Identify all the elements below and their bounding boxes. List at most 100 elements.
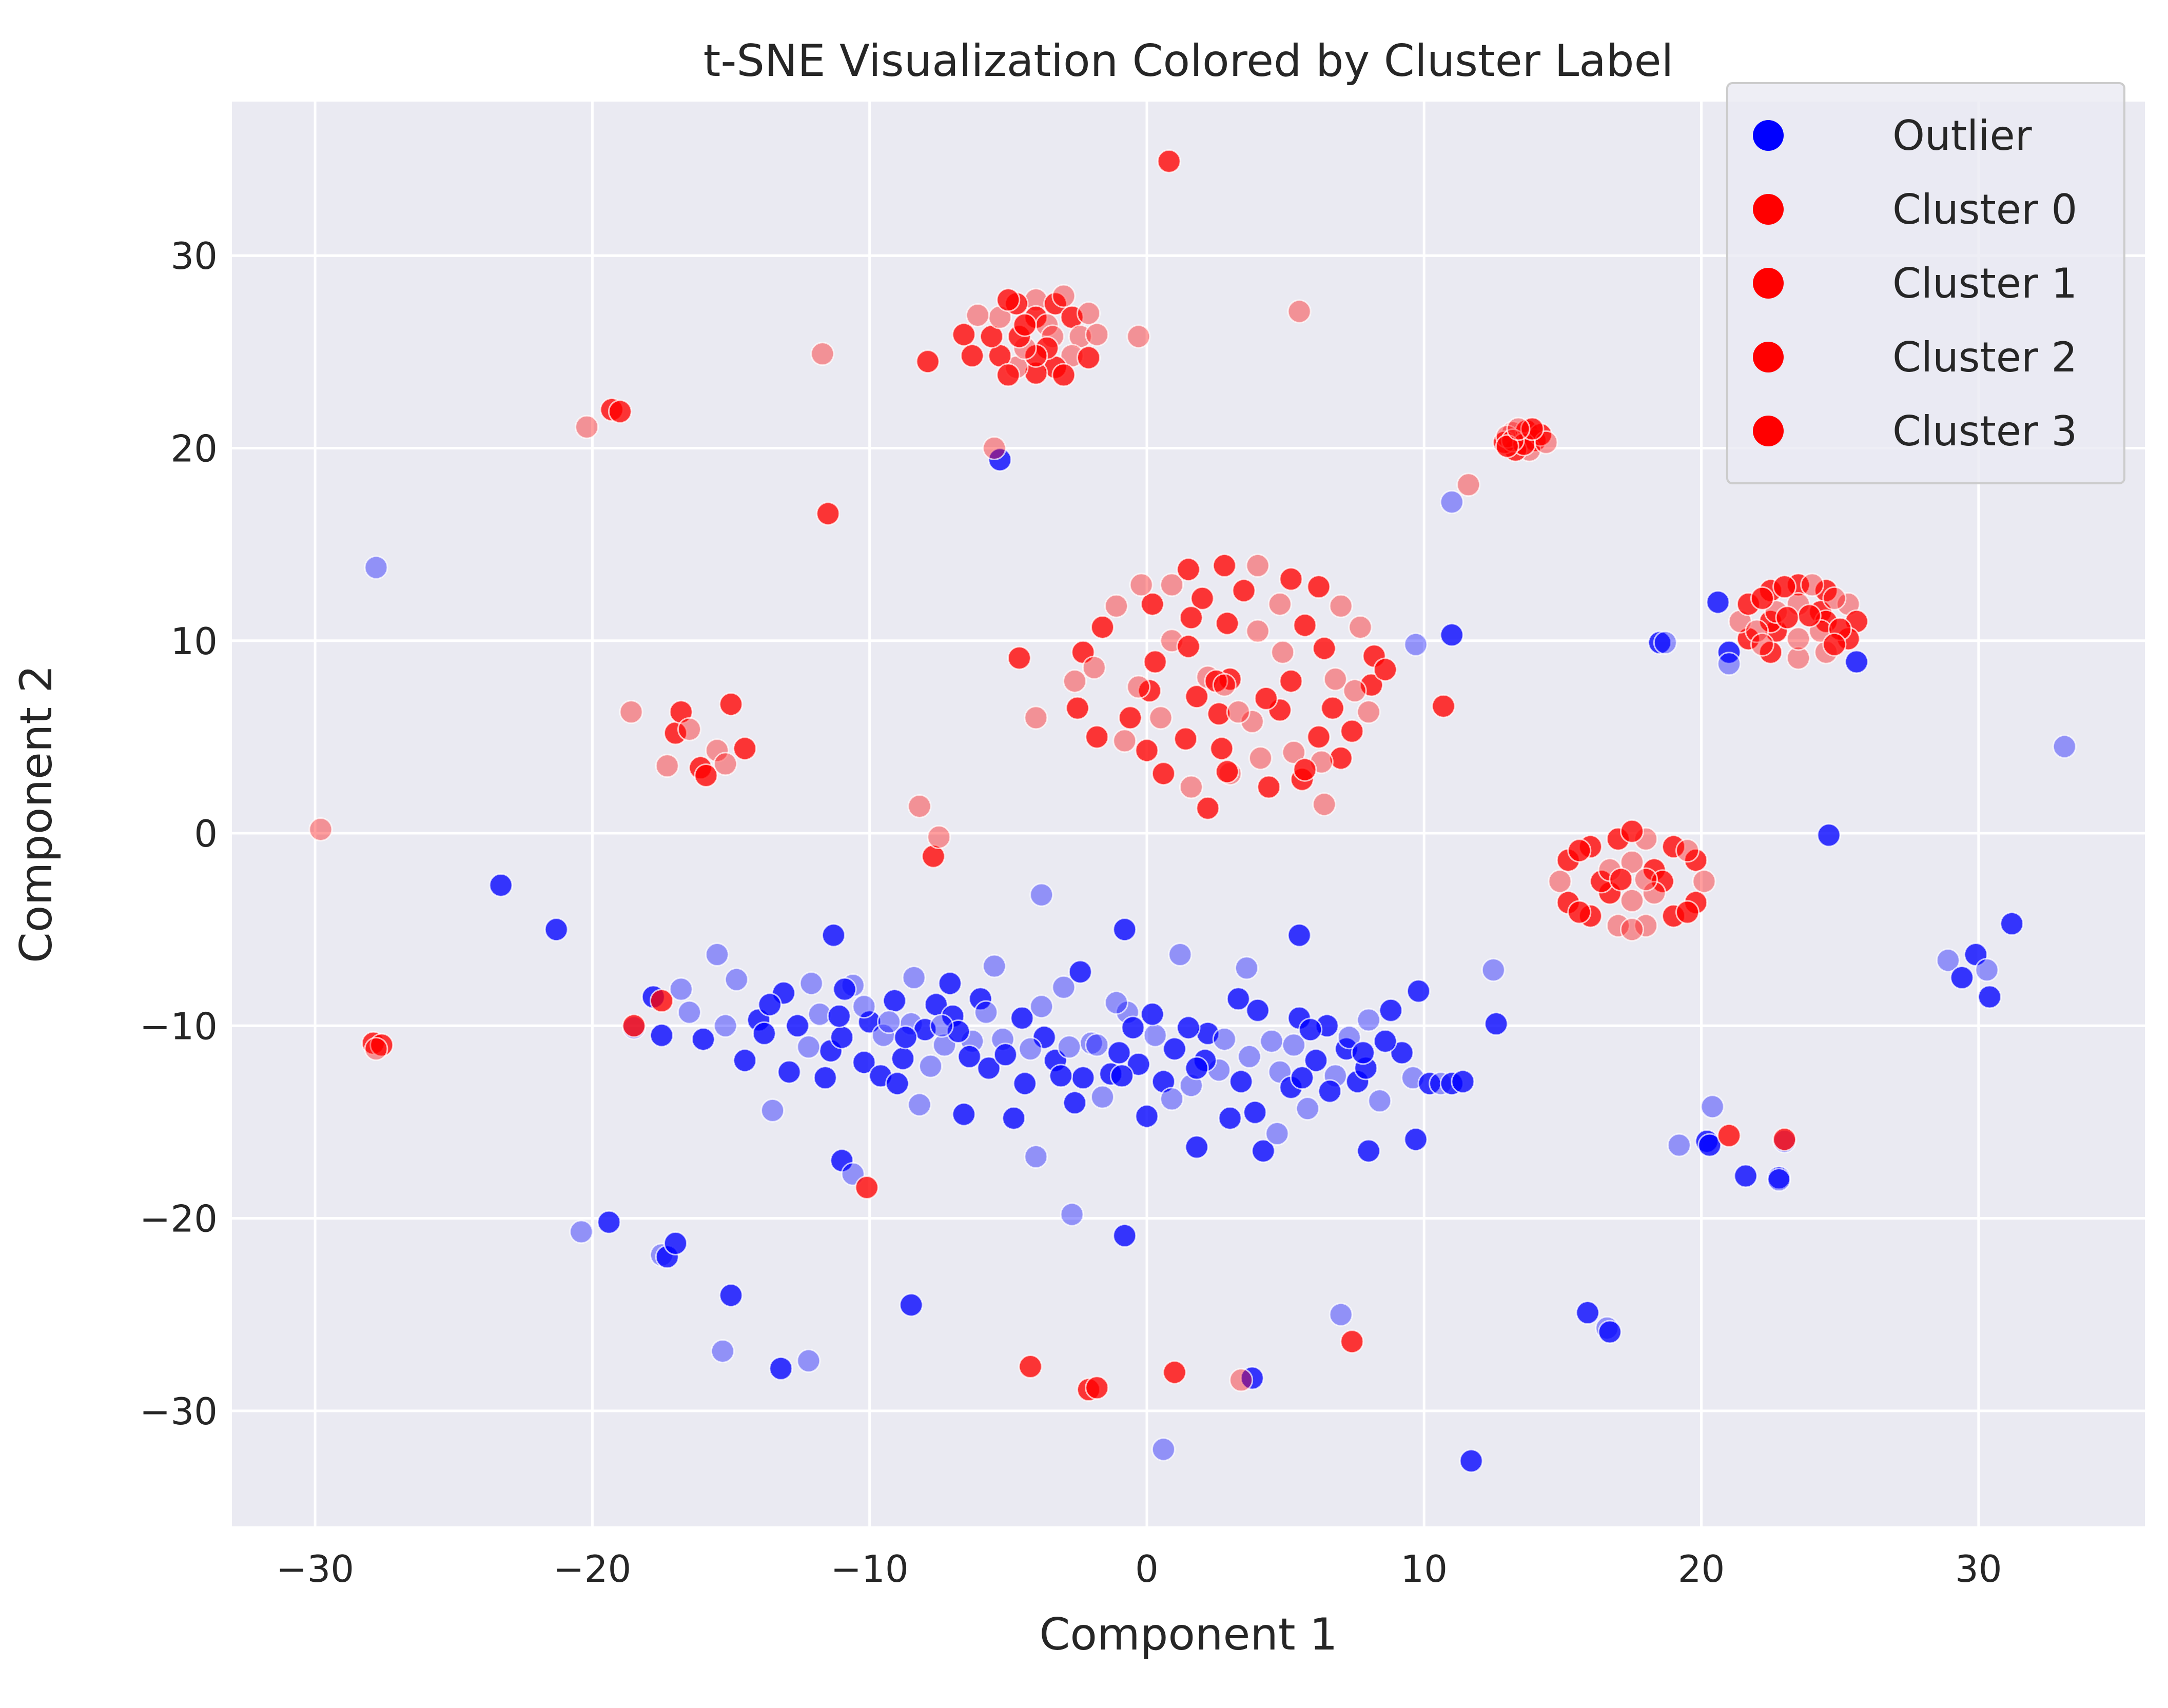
data-point [1085,724,1109,749]
data-point [1351,1040,1375,1065]
data-point [733,1048,757,1073]
data-point [1318,1079,1342,1104]
data-point [1822,632,1847,657]
data-point [1179,775,1203,799]
data-point [1121,1015,1145,1040]
legend-marker [1753,268,1784,299]
data-point [1619,819,1644,843]
data-point [1484,1012,1509,1036]
data-point [1234,956,1259,980]
data-point [1151,761,1176,786]
data-point [1312,792,1337,817]
data-point [1206,701,1231,726]
data-point [960,343,985,368]
data-point [1619,888,1644,913]
data-point [1229,1069,1254,1094]
legend-entry: Outlier [1892,112,2032,160]
data-point [854,1175,879,1200]
data-point [1104,594,1129,618]
data-point [1018,1036,1043,1061]
data-point [1378,998,1403,1023]
legend-marker [1753,120,1784,151]
data-point [1293,757,1317,782]
data-point [796,1348,821,1373]
data-point [1071,1066,1096,1090]
data-point [1257,775,1281,799]
data-point [1012,1071,1037,1096]
data-point [724,967,749,992]
data-point [1259,1029,1284,1053]
data-point [1287,923,1312,948]
data-point [1090,1085,1115,1109]
data-point [1717,1123,1742,1148]
data-point [1129,573,1154,597]
data-point [915,349,940,374]
data-point [1126,675,1151,699]
data-point [1329,594,1353,618]
data-point [1168,942,1193,967]
data-point [1342,678,1367,703]
data-point [1143,1023,1167,1048]
data-point [785,1013,810,1038]
data-point [993,1043,1018,1067]
series-cluster-0 [308,149,1797,1402]
y-tick-label: 0 [194,812,218,855]
data-point [1281,740,1306,764]
data-point [1373,1029,1398,1053]
data-point [816,501,841,526]
data-point [907,794,932,818]
data-point [1356,1008,1381,1032]
x-tick-label: 20 [1678,1547,1725,1591]
data-point [1692,869,1716,894]
data-point [1642,880,1667,905]
data-point [1323,667,1347,692]
data-point [1633,913,1658,938]
x-axis-ticks: −30 −20 −10 0 10 20 30 [276,1547,2002,1591]
x-tick-label: −20 [553,1547,631,1591]
data-point [1065,696,1090,720]
data-point [1076,301,1101,326]
data-point [719,692,744,717]
data-point [1619,917,1644,942]
data-point [1112,729,1137,753]
chart-title: t-SNE Visualization Colored by Cluster L… [704,35,1674,87]
data-point [691,1027,715,1052]
data-point [1018,1354,1043,1379]
legend: Outlier Cluster 0 Cluster 1 Cluster 2 Cluste… [1726,82,2125,484]
data-point [1068,959,1092,984]
data-point [1772,1127,1797,1152]
data-point [1190,586,1215,611]
data-point [1179,605,1203,630]
data-point [1060,1202,1084,1227]
data-point [891,1046,915,1071]
data-point [1567,900,1592,925]
data-point [1495,434,1519,459]
data-point [1212,553,1237,578]
data-point [830,1025,854,1050]
data-point [1212,1027,1237,1052]
data-point [1647,631,1672,655]
data-point [1254,686,1278,711]
data-point [1226,987,1251,1011]
x-tick-label: 0 [1135,1547,1159,1591]
data-point [1844,650,1869,674]
data-point [1675,838,1700,863]
data-point [1090,615,1115,639]
data-point [1606,913,1630,938]
data-point [1226,700,1251,724]
series-cluster-1 [951,284,1109,387]
data-point [569,1220,594,1244]
x-tick-label: 10 [1400,1547,1448,1591]
data-point [1750,632,1774,657]
y-tick-label: 20 [170,427,218,470]
data-point [1126,324,1151,349]
data-point [1024,1144,1048,1169]
data-point [1062,669,1087,694]
data-point [1184,1056,1209,1081]
data-point [1229,1368,1254,1392]
data-point [1775,605,1800,630]
data-point [1112,1223,1137,1248]
data-point [1575,1300,1600,1325]
data-point [1007,646,1031,671]
data-point [1162,1036,1187,1061]
